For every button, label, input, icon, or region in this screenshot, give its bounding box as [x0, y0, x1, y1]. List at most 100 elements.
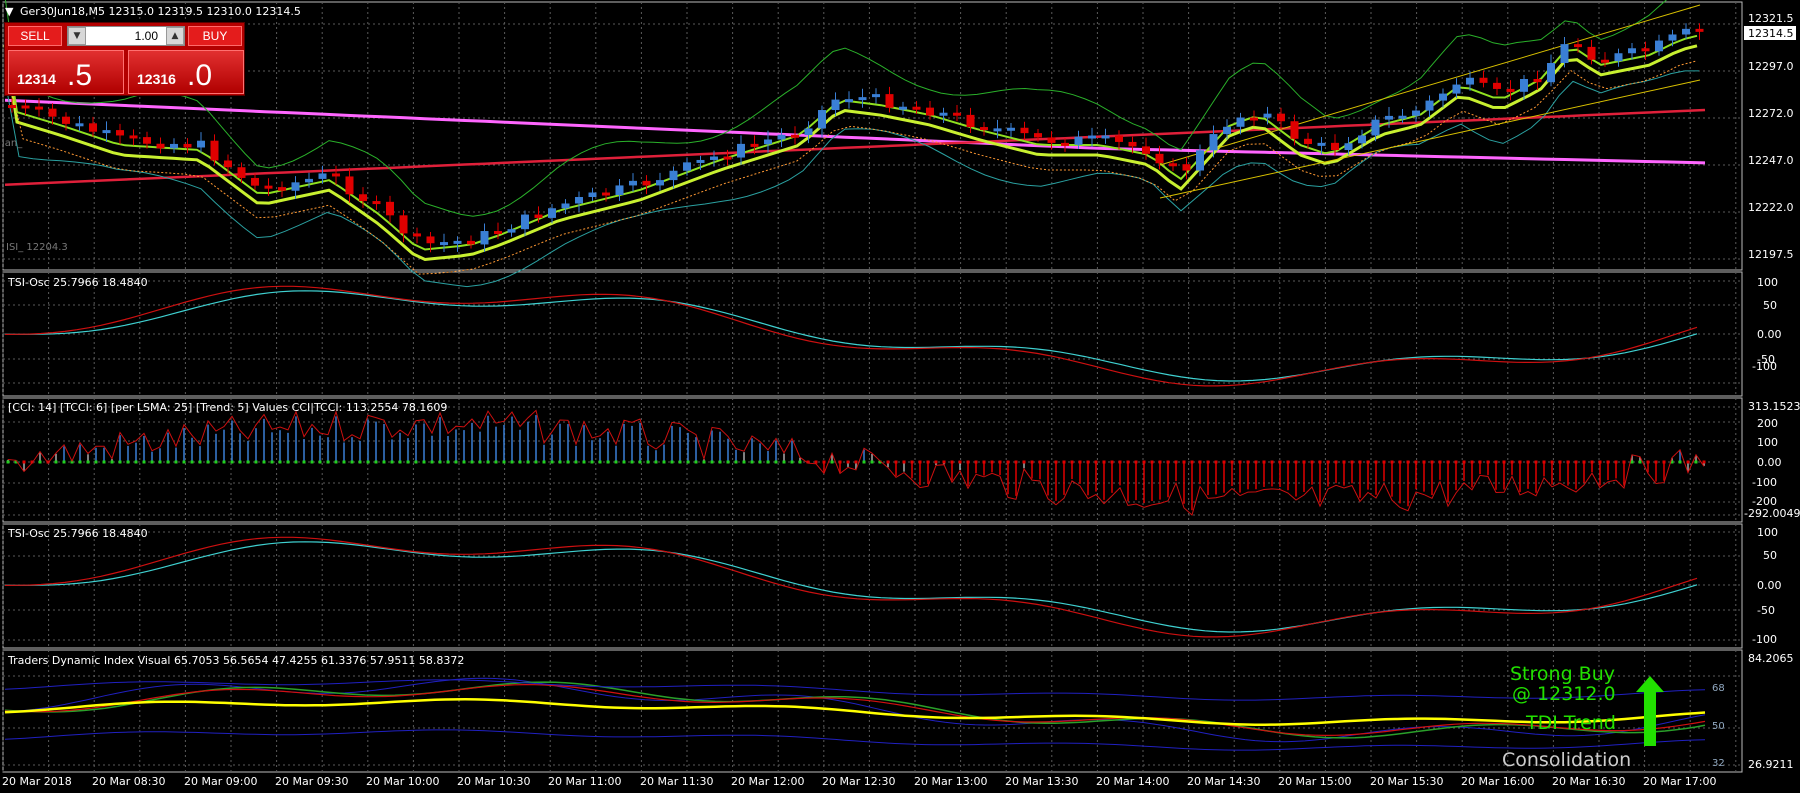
- axis-label: -292.0049: [1744, 507, 1800, 520]
- cci-dot: [1310, 460, 1314, 464]
- cci-dot: [558, 460, 562, 464]
- price-label: 12197.5: [1748, 248, 1794, 261]
- ma-line: [4, 34, 1698, 251]
- candle-body: [1182, 164, 1191, 171]
- candle-body: [62, 116, 70, 124]
- cci-dot: [878, 460, 882, 464]
- tdi-state-label: Consolidation: [1502, 749, 1631, 771]
- cci-dot: [1646, 460, 1650, 464]
- time-label: 20 Mar 12:30: [822, 775, 895, 788]
- candle-body: [210, 140, 219, 161]
- cci-dot: [134, 460, 138, 464]
- time-label: 20 Mar 10:30: [457, 775, 530, 788]
- cci-dot: [102, 460, 106, 464]
- lot-size-value[interactable]: 1.00: [134, 29, 158, 43]
- bid-price-box[interactable]: 12314 .5: [8, 50, 124, 94]
- cci-dot: [574, 460, 578, 464]
- cci-dot: [1262, 460, 1266, 464]
- cci-dot: [1366, 460, 1370, 464]
- time-label: 20 Mar 09:30: [275, 775, 348, 788]
- candle-body: [1385, 115, 1393, 120]
- cci-dot: [1422, 460, 1426, 464]
- cci-dot: [254, 460, 258, 464]
- cci-dot: [1278, 460, 1282, 464]
- buy-button[interactable]: BUY: [188, 26, 242, 46]
- lot-size-field[interactable]: ▼ 1.00 ▲: [67, 26, 185, 46]
- cci-dot: [502, 460, 506, 464]
- cci-dot: [758, 460, 762, 464]
- cci-dot: [374, 460, 378, 464]
- candle-body: [1412, 110, 1420, 116]
- cci-dot: [302, 460, 306, 464]
- axis-label: 50: [1712, 721, 1725, 732]
- tdi-rsi-line: [4, 681, 1706, 739]
- cci-dot: [94, 460, 98, 464]
- candle-body: [372, 201, 381, 205]
- window-menu-icon[interactable]: ▼: [5, 5, 14, 18]
- candle-body: [1398, 115, 1407, 119]
- lot-decrease-icon[interactable]: ▼: [68, 27, 86, 45]
- cci-dot: [1566, 460, 1570, 464]
- lot-increase-icon[interactable]: ▲: [166, 27, 184, 45]
- candle-body: [1682, 28, 1690, 35]
- time-axis: 20 Mar 2018 20 Mar 08:30 20 Mar 09:00 20…: [2, 775, 1716, 788]
- cci-dot: [822, 460, 826, 464]
- bid-price-fraction: .5: [67, 59, 93, 92]
- candle-body: [170, 143, 178, 149]
- cci-dot: [1054, 460, 1058, 464]
- cci-dot: [510, 460, 514, 464]
- cci-dot: [1230, 460, 1234, 464]
- cci-dot: [742, 460, 746, 464]
- axis-label: 100: [1757, 276, 1778, 289]
- cci-dot: [670, 460, 674, 464]
- cci-dot: [614, 460, 618, 464]
- cci-dot: [710, 460, 714, 464]
- candle-body: [251, 177, 259, 186]
- candle-body: [1614, 53, 1623, 62]
- axis-label: 0.00: [1757, 456, 1782, 469]
- cci-dot: [1446, 460, 1450, 464]
- cci-dot: [1494, 460, 1498, 464]
- candle-body: [264, 185, 273, 189]
- cci-dot: [1374, 460, 1378, 464]
- ask-price-box[interactable]: 12316 .0: [128, 50, 244, 94]
- cci-dot: [1590, 460, 1594, 464]
- cci-dot: [38, 460, 42, 464]
- candle-body: [1371, 119, 1380, 136]
- candle-body: [156, 143, 165, 149]
- cci-dot: [1222, 460, 1226, 464]
- cci-dot: [934, 460, 938, 464]
- sell-button[interactable]: SELL: [8, 26, 62, 46]
- candle-body: [8, 105, 16, 108]
- candle-body: [1250, 117, 1258, 121]
- candle-body: [332, 173, 340, 177]
- candle-body: [1209, 134, 1218, 151]
- time-label: 20 Mar 11:00: [548, 775, 621, 788]
- candle-body: [1655, 40, 1663, 52]
- cci-dot: [1614, 460, 1618, 464]
- cci-dot: [1126, 460, 1130, 464]
- cci-dot: [1326, 460, 1330, 464]
- cci-dot: [854, 460, 858, 464]
- axis-label: 100: [1757, 526, 1778, 539]
- candle-body: [75, 123, 84, 127]
- time-label: 20 Mar 16:00: [1461, 775, 1534, 788]
- candle-body: [669, 170, 678, 181]
- cci-dot: [1486, 460, 1490, 464]
- candle-body: [1317, 142, 1326, 146]
- cci-dot: [1318, 460, 1322, 464]
- cci-dot: [422, 460, 426, 464]
- cci-dot: [718, 460, 722, 464]
- ma-line: [4, 98, 1706, 165]
- cci-dot: [1286, 460, 1290, 464]
- candle-body: [872, 94, 880, 98]
- candle-body: [1034, 133, 1042, 138]
- cci-dot: [358, 460, 362, 464]
- cci-dot: [230, 460, 234, 464]
- cci-dot: [1502, 460, 1506, 464]
- cci-dot: [958, 460, 962, 464]
- candle-body: [602, 192, 610, 196]
- cci-dot: [270, 460, 274, 464]
- cci-dot: [1150, 460, 1154, 464]
